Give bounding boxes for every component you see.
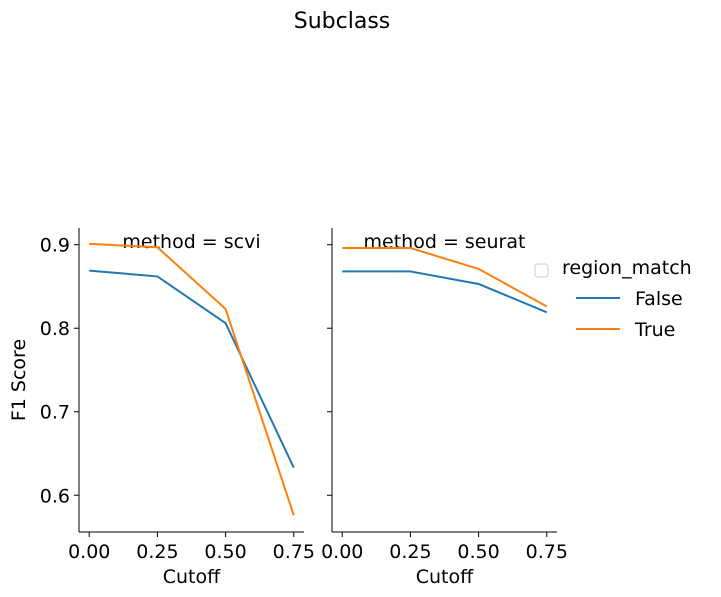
series-line-true (342, 247, 548, 308)
x-tick-label: 0.00 (68, 541, 110, 563)
legend: region_match False True (534, 257, 692, 341)
series-line-true (89, 242, 295, 516)
figure-title: Subclass (294, 9, 391, 34)
x-tick-label: 0.25 (389, 541, 431, 563)
facet-panels: method = scvi 0.00 0.25 0.50 0.75 0.6 0.7 0.8 0.… (8, 228, 568, 588)
panel-title: method = seurat (364, 231, 526, 253)
x-tick-label: 0.50 (204, 541, 246, 563)
y-tick-label: 0.9 (40, 235, 70, 257)
y-tick-label: 0.6 (40, 485, 70, 507)
y-tick-label: 0.8 (40, 318, 70, 340)
x-tick-label: 0.75 (273, 541, 315, 563)
y-tick-label: 0.7 (40, 402, 70, 424)
legend-label-true: True (634, 319, 675, 341)
x-tick-label: 0.50 (457, 541, 499, 563)
x-axis-label: Cutoff (163, 566, 221, 588)
series-line-false (89, 269, 295, 469)
y-axis-label: F1 Score (8, 339, 30, 421)
legend-label-false: False (635, 288, 683, 310)
legend-title: region_match (562, 257, 692, 279)
x-tick-label: 0.75 (526, 541, 568, 563)
panel-1: method = seurat 0.00 0.25 0.50 0.75 Cutoff (321, 228, 568, 588)
x-tick-label: 0.25 (136, 541, 178, 563)
panel-title: method = scvi (122, 231, 260, 253)
x-tick-label: 0.00 (321, 541, 363, 563)
panel-0: method = scvi 0.00 0.25 0.50 0.75 0.6 0.7 0.8 0.… (8, 228, 315, 588)
series-line-false (342, 270, 548, 314)
legend-title-marker (534, 263, 549, 278)
x-axis-label: Cutoff (416, 566, 474, 588)
